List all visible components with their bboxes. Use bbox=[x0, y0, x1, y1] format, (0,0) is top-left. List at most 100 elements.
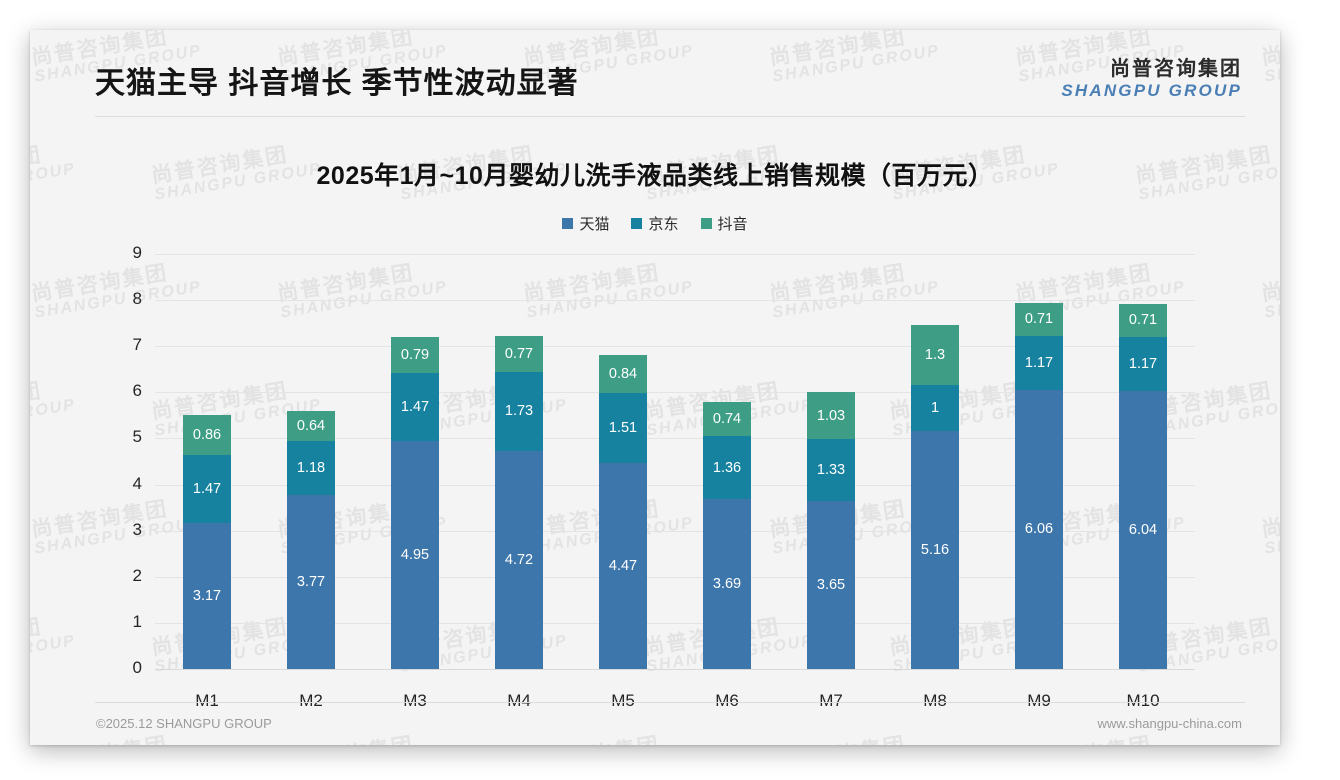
footer-copyright: ©2025.12 SHANGPU GROUP bbox=[96, 716, 272, 731]
slide-card: 尚普咨询集团 SHANGPU GROUP 尚普咨询集团 SHANGPU GROUP 尚普… bbox=[30, 30, 1280, 745]
bar-value-label: 1.73 bbox=[504, 403, 534, 420]
x-axis-tick-label: M6 bbox=[715, 691, 739, 710]
stacked-bar: 3.69 1.36 0.74 bbox=[703, 402, 751, 669]
bar-segment-抖音[interactable]: 0.74 bbox=[703, 402, 751, 437]
bar-segment-京东[interactable]: 1.36 bbox=[703, 436, 751, 499]
brand-logo: 尚普咨询集团 SHANGPU GROUP bbox=[1061, 58, 1242, 101]
bar-value-label: 3.17 bbox=[192, 587, 222, 604]
header-divider bbox=[95, 116, 1245, 117]
y-axis-tick-label: 3 bbox=[132, 519, 142, 539]
bar-segment-天猫[interactable]: 3.65 bbox=[807, 500, 855, 669]
bar-value-label: 0.77 bbox=[504, 345, 534, 362]
bar-segment-抖音[interactable]: 0.77 bbox=[495, 336, 543, 372]
bar-segment-抖音[interactable]: 0.84 bbox=[599, 354, 647, 394]
bar-value-label: 3.65 bbox=[816, 576, 846, 593]
footer-website: www.shangpu-china.com bbox=[1097, 716, 1242, 731]
bar-segment-京东[interactable]: 1.47 bbox=[391, 372, 439, 441]
y-axis-labels: 0 1 2 3 4 5 6 7 8 9 bbox=[30, 30, 1280, 745]
legend-item-京东[interactable]: 京东 bbox=[631, 213, 679, 234]
stacked-bar: 3.65 1.33 1.03 bbox=[807, 391, 855, 669]
legend-item-抖音[interactable]: 抖音 bbox=[700, 213, 748, 234]
bar-value-label: 3.77 bbox=[296, 574, 326, 591]
bar-group[interactable]: 3.65 1.33 1.03 M7 bbox=[779, 30, 883, 745]
bar-segment-京东[interactable]: 1.51 bbox=[599, 393, 647, 463]
bar-segment-抖音[interactable]: 0.71 bbox=[1015, 302, 1063, 336]
bar-value-label: 1.17 bbox=[1128, 355, 1158, 372]
bar-segment-天猫[interactable]: 3.69 bbox=[703, 498, 751, 669]
bar-group[interactable]: 5.16 1 1.3 M8 bbox=[883, 30, 987, 745]
bar-value-label: 1.47 bbox=[400, 398, 430, 415]
bar-group[interactable]: 4.72 1.73 0.77 M4 bbox=[467, 30, 571, 745]
bar-segment-京东[interactable]: 1.17 bbox=[1015, 335, 1063, 390]
bar-group[interactable]: 3.17 1.47 0.86 M1 bbox=[155, 30, 259, 745]
bar-segment-天猫[interactable]: 4.72 bbox=[495, 451, 543, 669]
bar-segment-京东[interactable]: 1.18 bbox=[287, 440, 335, 496]
gridline bbox=[155, 392, 1195, 394]
bar-value-label: 0.84 bbox=[608, 365, 638, 382]
y-axis-tick-label: 9 bbox=[132, 243, 142, 262]
y-axis-tick-label: 0 bbox=[132, 658, 142, 677]
stacked-bar: 3.77 1.18 0.64 bbox=[287, 411, 335, 669]
page-title: 天猫主导 抖音增长 季节性波动显著 bbox=[95, 67, 579, 100]
slide-header: 天猫主导 抖音增长 季节性波动显著 尚普咨询集团 SHANGPU GROUP bbox=[30, 30, 1280, 116]
chart-title: 2025年1月~10月婴幼儿洗手液品类线上销售规模（百万元） bbox=[316, 162, 994, 190]
bar-segment-天猫[interactable]: 6.06 bbox=[1015, 389, 1063, 669]
bar-segment-天猫[interactable]: 3.77 bbox=[287, 495, 335, 669]
y-axis-tick-label: 1 bbox=[132, 611, 142, 631]
bar-segment-抖音[interactable]: 1.03 bbox=[807, 391, 855, 440]
bar-segment-天猫[interactable]: 5.16 bbox=[911, 431, 959, 669]
bar-group[interactable]: 4.95 1.47 0.79 M3 bbox=[363, 30, 467, 745]
gridline bbox=[155, 346, 1195, 348]
bar-segment-天猫[interactable]: 4.95 bbox=[391, 440, 439, 669]
bar-value-label: 1.36 bbox=[712, 459, 742, 476]
bar-value-label: 0.74 bbox=[712, 411, 742, 428]
bar-value-label: 0.71 bbox=[1024, 311, 1054, 328]
gridline bbox=[155, 254, 1195, 255]
bar-value-label: 1.33 bbox=[816, 462, 846, 479]
x-axis-line bbox=[155, 669, 1195, 670]
legend-swatch-icon bbox=[700, 218, 712, 229]
stacked-bar: 4.47 1.51 0.84 bbox=[599, 354, 647, 669]
bar-value-label: 1 bbox=[930, 400, 940, 417]
bar-group[interactable]: 3.77 1.18 0.64 M2 bbox=[259, 30, 363, 745]
bar-segment-抖音[interactable]: 0.71 bbox=[1119, 303, 1167, 337]
bar-value-label: 1.51 bbox=[608, 420, 638, 437]
x-axis-tick-label: M7 bbox=[819, 691, 843, 710]
gridline bbox=[155, 484, 1195, 486]
bar-segment-抖音[interactable]: 0.79 bbox=[391, 336, 439, 373]
bar-segment-京东[interactable]: 1.33 bbox=[807, 439, 855, 501]
bar-segment-京东[interactable]: 1.17 bbox=[1119, 336, 1167, 391]
bar-value-label: 4.72 bbox=[504, 552, 534, 569]
bar-value-label: 1.47 bbox=[192, 480, 222, 497]
x-axis-tick-label: M3 bbox=[403, 691, 427, 710]
bar-value-label: 4.95 bbox=[400, 546, 430, 563]
bar-segment-抖音[interactable]: 0.86 bbox=[183, 415, 231, 456]
bar-segment-天猫[interactable]: 4.47 bbox=[599, 462, 647, 669]
gridline bbox=[155, 300, 1195, 302]
gridline bbox=[155, 438, 1195, 440]
bar-group[interactable]: 6.06 1.17 0.71 M9 bbox=[987, 30, 1091, 745]
y-axis-tick-label: 8 bbox=[132, 289, 142, 309]
bar-segment-京东[interactable]: 1.73 bbox=[495, 371, 543, 452]
legend-label: 天猫 bbox=[579, 216, 610, 233]
bar-segment-京东[interactable]: 1 bbox=[911, 384, 959, 432]
bar-value-label: 1.3 bbox=[924, 347, 946, 363]
bar-group[interactable]: 4.47 1.51 0.84 M5 bbox=[571, 30, 675, 745]
legend-label: 抖音 bbox=[717, 216, 748, 233]
x-axis-tick-label: M4 bbox=[507, 691, 531, 710]
bar-value-label: 0.86 bbox=[192, 427, 222, 444]
bar-segment-天猫[interactable]: 6.04 bbox=[1119, 390, 1167, 669]
bar-segment-抖音[interactable]: 0.64 bbox=[287, 411, 335, 441]
x-axis-tick-label: M2 bbox=[299, 691, 323, 710]
stacked-bar: 5.16 1 1.3 bbox=[911, 325, 959, 669]
stacked-bar: 4.72 1.73 0.77 bbox=[495, 336, 543, 669]
bar-segment-京东[interactable]: 1.47 bbox=[183, 455, 231, 523]
bar-segment-天猫[interactable]: 3.17 bbox=[183, 522, 231, 669]
legend-swatch-icon bbox=[631, 218, 643, 229]
x-axis-tick-label: M5 bbox=[611, 691, 635, 710]
bar-value-label: 1.03 bbox=[816, 407, 846, 424]
bar-group[interactable]: 6.04 1.17 0.71 M10 bbox=[1091, 30, 1195, 745]
bar-segment-抖音[interactable]: 1.3 bbox=[911, 325, 959, 385]
bar-group[interactable]: 3.69 1.36 0.74 M6 bbox=[675, 30, 779, 745]
legend-item-天猫[interactable]: 天猫 bbox=[562, 213, 609, 234]
